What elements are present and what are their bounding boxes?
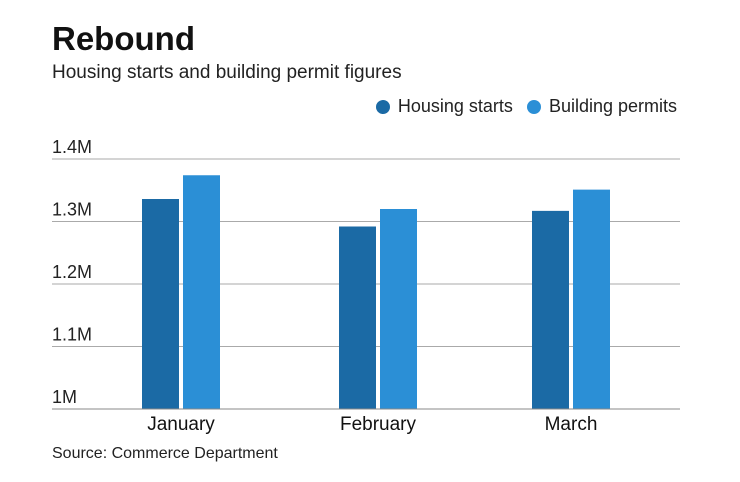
chart-subtitle: Housing starts and building permit figur…	[52, 62, 402, 83]
chart-title: Rebound	[52, 20, 195, 57]
x-tick-label-march: March	[545, 414, 598, 435]
legend-dot-building-permits	[526, 99, 541, 114]
bar-building-permits-march	[573, 189, 610, 409]
legend-item-building-permits: Building permits	[526, 96, 677, 117]
bar-building-permits-january	[183, 175, 220, 409]
bar-housing-starts-january	[142, 199, 179, 409]
legend-dot-housing-starts	[375, 99, 390, 114]
source-note: Source: Commerce Department	[52, 445, 278, 462]
y-tick-label-3: 1.3M	[52, 200, 92, 220]
y-tick-label-1: 1.1M	[52, 325, 92, 345]
y-tick-label-2: 1.2M	[52, 262, 92, 282]
y-tick-label-0: 1M	[52, 387, 77, 407]
legend-label-building-permits: Building permits	[548, 96, 677, 116]
bar-housing-starts-march	[532, 210, 569, 409]
bar-building-permits-february	[380, 209, 417, 409]
bar-housing-starts-february	[339, 226, 376, 409]
y-tick-label-4: 1.4M	[52, 137, 92, 157]
legend-label-housing-starts: Housing starts	[397, 96, 513, 116]
legend: Housing starts Building permits	[375, 96, 677, 117]
legend-item-housing-starts: Housing starts	[375, 96, 513, 117]
x-tick-label-february: February	[340, 414, 417, 435]
x-tick-label-january: January	[147, 414, 215, 435]
